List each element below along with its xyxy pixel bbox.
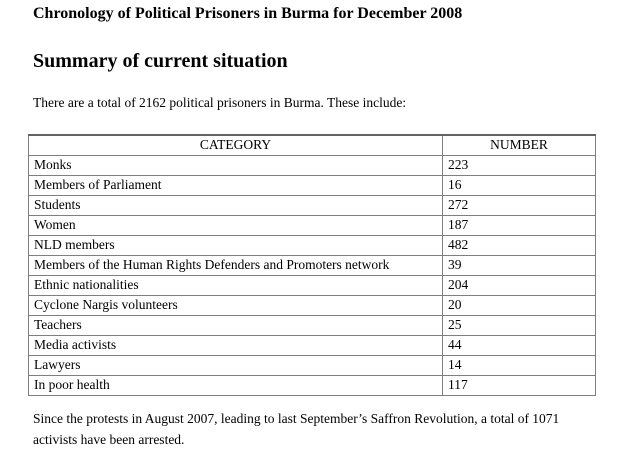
table-row: NLD members 482 — [28, 234, 596, 256]
table-row: Monks 223 — [28, 154, 596, 176]
category-cell: Media activists — [28, 334, 443, 356]
table-row: Lawyers 14 — [28, 354, 596, 376]
category-cell: Members of the Human Rights Defenders an… — [28, 254, 443, 276]
column-header-number: NUMBER — [442, 134, 596, 156]
section-heading: Summary of current situation — [33, 50, 288, 72]
category-cell: Lawyers — [28, 354, 443, 376]
category-cell: Monks — [28, 154, 443, 176]
table-row: Teachers 25 — [28, 314, 596, 336]
number-cell: 44 — [442, 334, 596, 356]
category-cell: Members of Parliament — [28, 174, 443, 196]
category-cell: In poor health — [28, 374, 443, 396]
document-title: Chronology of Political Prisoners in Bur… — [33, 5, 463, 22]
table-row: Ethnic nationalities 204 — [28, 274, 596, 296]
table-row: In poor health 117 — [28, 374, 596, 396]
category-cell: NLD members — [28, 234, 443, 256]
category-cell: Cyclone Nargis volunteers — [28, 294, 443, 316]
table-body: Monks 223 Members of Parliament 16 Students 2… — [28, 154, 596, 396]
number-cell: 204 — [442, 274, 596, 296]
column-header-category: CATEGORY — [28, 134, 443, 156]
table-header-row: CATEGORY NUMBER — [28, 134, 596, 156]
table-row: Media activists 44 — [28, 334, 596, 356]
number-cell: 117 — [442, 374, 596, 396]
number-cell: 20 — [442, 294, 596, 316]
table-row: Cyclone Nargis volunteers 20 — [28, 294, 596, 316]
intro-paragraph: There are a total of 2162 political pris… — [33, 95, 407, 110]
category-cell: Ethnic nationalities — [28, 274, 443, 296]
prisoners-table: CATEGORY NUMBER Monks 223 Members of Parli… — [28, 134, 596, 396]
number-cell: 14 — [442, 354, 596, 376]
number-cell: 187 — [442, 214, 596, 236]
number-cell: 272 — [442, 194, 596, 216]
category-cell: Students — [28, 194, 443, 216]
category-cell: Teachers — [28, 314, 443, 336]
table-row: Members of Parliament 16 — [28, 174, 596, 196]
category-cell: Women — [28, 214, 443, 236]
number-cell: 482 — [442, 234, 596, 256]
table-row: Students 272 — [28, 194, 596, 216]
number-cell: 16 — [442, 174, 596, 196]
closing-paragraph: Since the protests in August 2007, leadi… — [33, 411, 560, 447]
number-cell: 223 — [442, 154, 596, 176]
number-cell: 39 — [442, 254, 596, 276]
number-cell: 25 — [442, 314, 596, 336]
table-row: Women 187 — [28, 214, 596, 236]
table-row: Members of the Human Rights Defenders an… — [28, 254, 596, 276]
